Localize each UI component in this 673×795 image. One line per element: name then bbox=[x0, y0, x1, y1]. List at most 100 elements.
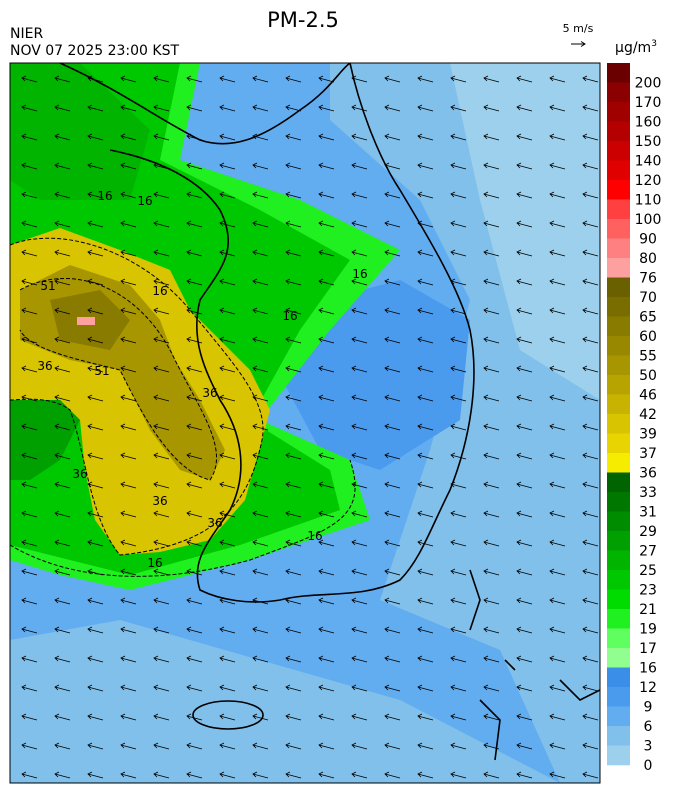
wind-arrow bbox=[219, 220, 236, 228]
wind-arrow bbox=[516, 597, 533, 605]
wind-arrow bbox=[153, 713, 170, 721]
wind-arrow bbox=[516, 771, 533, 779]
wind-arrow bbox=[450, 394, 467, 402]
colorbar-label: 160 bbox=[635, 115, 662, 131]
wind-arrow bbox=[384, 365, 401, 373]
wind-arrow bbox=[582, 394, 599, 402]
wind-arrow bbox=[417, 597, 434, 605]
wind-arrow bbox=[516, 742, 533, 750]
wind-arrow bbox=[549, 452, 566, 460]
wind-arrow bbox=[153, 423, 170, 431]
wind-arrow bbox=[549, 394, 566, 402]
wind-arrow bbox=[450, 336, 467, 344]
wind-arrow bbox=[582, 626, 599, 634]
wind-arrow bbox=[483, 423, 500, 431]
wind-arrow bbox=[582, 452, 599, 460]
wind-arrow bbox=[285, 307, 302, 315]
colorbar-label: 150 bbox=[635, 134, 662, 150]
wind-arrow bbox=[351, 191, 368, 199]
wind-arrow bbox=[54, 307, 71, 315]
wind-arrow bbox=[417, 191, 434, 199]
wind-arrow bbox=[153, 75, 170, 83]
wind-arrow bbox=[417, 626, 434, 634]
wind-arrow bbox=[417, 133, 434, 141]
wind-arrow bbox=[120, 220, 137, 228]
contour-label: 16 bbox=[282, 309, 297, 323]
wind-arrow bbox=[582, 278, 599, 286]
wind-arrow bbox=[186, 655, 203, 663]
area bbox=[450, 63, 600, 400]
wind-arrow bbox=[219, 539, 236, 547]
wind-arrow bbox=[516, 220, 533, 228]
wind-arrow bbox=[21, 220, 38, 228]
wind-arrow bbox=[483, 365, 500, 373]
wind-arrow bbox=[483, 394, 500, 402]
wind-arrow bbox=[153, 568, 170, 576]
wind-arrow bbox=[582, 249, 599, 257]
wind-arrow bbox=[153, 655, 170, 663]
wind-arrow bbox=[516, 249, 533, 257]
colorbar-label: 170 bbox=[635, 95, 662, 111]
wind-arrow bbox=[120, 278, 137, 286]
wind-arrow bbox=[450, 191, 467, 199]
wind-arrow bbox=[450, 249, 467, 257]
wind-arrow bbox=[318, 249, 335, 257]
colorbar-segment bbox=[607, 336, 630, 356]
wind-arrow bbox=[384, 742, 401, 750]
wind-arrow bbox=[219, 278, 236, 286]
wind-arrow bbox=[54, 655, 71, 663]
contour-label: 36 bbox=[152, 494, 167, 508]
wind-arrow bbox=[21, 75, 38, 83]
wind-arrow bbox=[285, 423, 302, 431]
wind-arrow bbox=[549, 568, 566, 576]
timestamp: NOV 07 2025 23:00 KST bbox=[10, 43, 179, 59]
colorbar-label: 200 bbox=[635, 76, 662, 92]
wind-arrow bbox=[186, 713, 203, 721]
wind-arrow bbox=[219, 481, 236, 489]
wind-arrow bbox=[384, 191, 401, 199]
wind-arrow bbox=[21, 365, 38, 373]
wind-arrow bbox=[87, 365, 104, 373]
wind-arrow bbox=[318, 191, 335, 199]
wind-arrow bbox=[252, 510, 269, 518]
wind-arrow bbox=[351, 626, 368, 634]
wind-arrow bbox=[450, 655, 467, 663]
wind-arrow bbox=[516, 655, 533, 663]
colorbar-segment bbox=[607, 570, 630, 590]
wind-arrow bbox=[87, 191, 104, 199]
wind-arrow bbox=[417, 365, 434, 373]
contours bbox=[10, 237, 356, 577]
colorbar-segment bbox=[607, 589, 630, 610]
colorbar-segment bbox=[607, 472, 630, 493]
wind-arrow bbox=[87, 742, 104, 750]
wind-arrow bbox=[582, 423, 599, 431]
wind-arrow bbox=[219, 133, 236, 141]
contour-label: 16 bbox=[137, 194, 152, 208]
wind-arrow bbox=[252, 713, 269, 721]
wind-arrow bbox=[252, 249, 269, 257]
contour-label: 16 bbox=[97, 189, 112, 203]
wind-arrow bbox=[582, 684, 599, 692]
area bbox=[10, 620, 560, 783]
wind-arrow bbox=[318, 162, 335, 170]
colorbar-segment bbox=[607, 219, 630, 239]
wind-arrow bbox=[285, 278, 302, 286]
wind-arrow bbox=[483, 742, 500, 750]
wind-arrow bbox=[318, 742, 335, 750]
wind-arrow bbox=[549, 249, 566, 257]
wind-arrow bbox=[582, 481, 599, 489]
wind-arrow bbox=[417, 539, 434, 547]
wind-arrow bbox=[21, 626, 38, 634]
wind-arrow bbox=[21, 191, 38, 199]
wind-arrow bbox=[549, 597, 566, 605]
wind-arrow bbox=[186, 684, 203, 692]
wind-arrow bbox=[21, 481, 38, 489]
wind-arrow bbox=[549, 278, 566, 286]
wind-arrow bbox=[21, 307, 38, 315]
wind-arrow bbox=[54, 423, 71, 431]
wind-arrow bbox=[318, 423, 335, 431]
wind-arrow bbox=[384, 249, 401, 257]
wind-arrow bbox=[219, 162, 236, 170]
wind-arrow bbox=[516, 336, 533, 344]
wind-arrow bbox=[483, 162, 500, 170]
